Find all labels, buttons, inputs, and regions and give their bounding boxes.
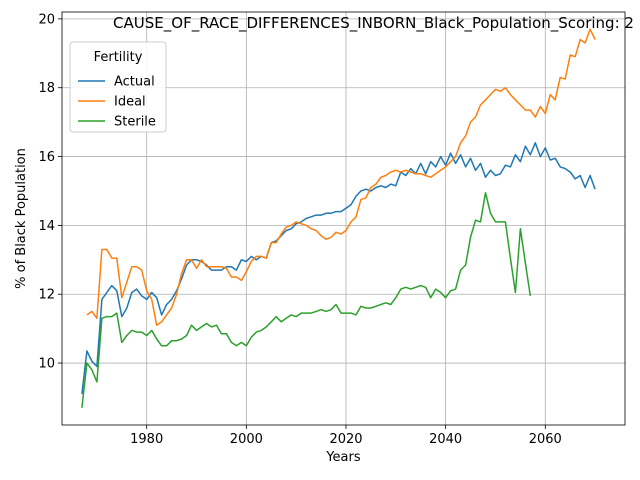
y-axis-label: % of Black Population xyxy=(14,148,29,289)
legend-label-actual: Actual xyxy=(114,75,155,90)
series-line-actual xyxy=(81,142,596,395)
legend-title: Fertility xyxy=(94,50,143,65)
series-line-sterile xyxy=(81,191,532,408)
y-tick-label: 18 xyxy=(38,81,55,96)
chart-title: CAUSE_OF_RACE_DIFFERENCES_INBORN_Black_P… xyxy=(113,14,634,33)
plot-frame xyxy=(61,11,626,426)
grid-lines xyxy=(62,12,625,425)
y-axis-ticks: 10 12 14 16 18 20 xyxy=(38,12,62,372)
y-tick-label: 10 xyxy=(38,357,55,372)
x-tick-label: 2060 xyxy=(529,432,562,447)
legend-label-sterile: Sterile xyxy=(114,115,156,130)
y-tick-label: 12 xyxy=(38,288,55,303)
series-line-ideal xyxy=(86,28,596,326)
y-tick-label: 14 xyxy=(38,219,55,234)
x-axis-ticks: 1980 2000 2020 2040 2060 xyxy=(130,425,562,447)
x-tick-label: 2020 xyxy=(329,432,362,447)
legend-box xyxy=(69,41,167,133)
y-tick-label: 20 xyxy=(38,12,55,27)
x-tick-label: 2040 xyxy=(429,432,462,447)
legend-label-ideal: Ideal xyxy=(114,95,146,110)
y-tick-label: 16 xyxy=(38,150,55,165)
x-tick-label: 1980 xyxy=(130,432,163,447)
x-axis-label: Years xyxy=(325,450,361,465)
x-tick-label: 2000 xyxy=(230,432,263,447)
plot-lines xyxy=(81,28,596,408)
legend: Fertility Actual Ideal Sterile xyxy=(69,41,167,133)
